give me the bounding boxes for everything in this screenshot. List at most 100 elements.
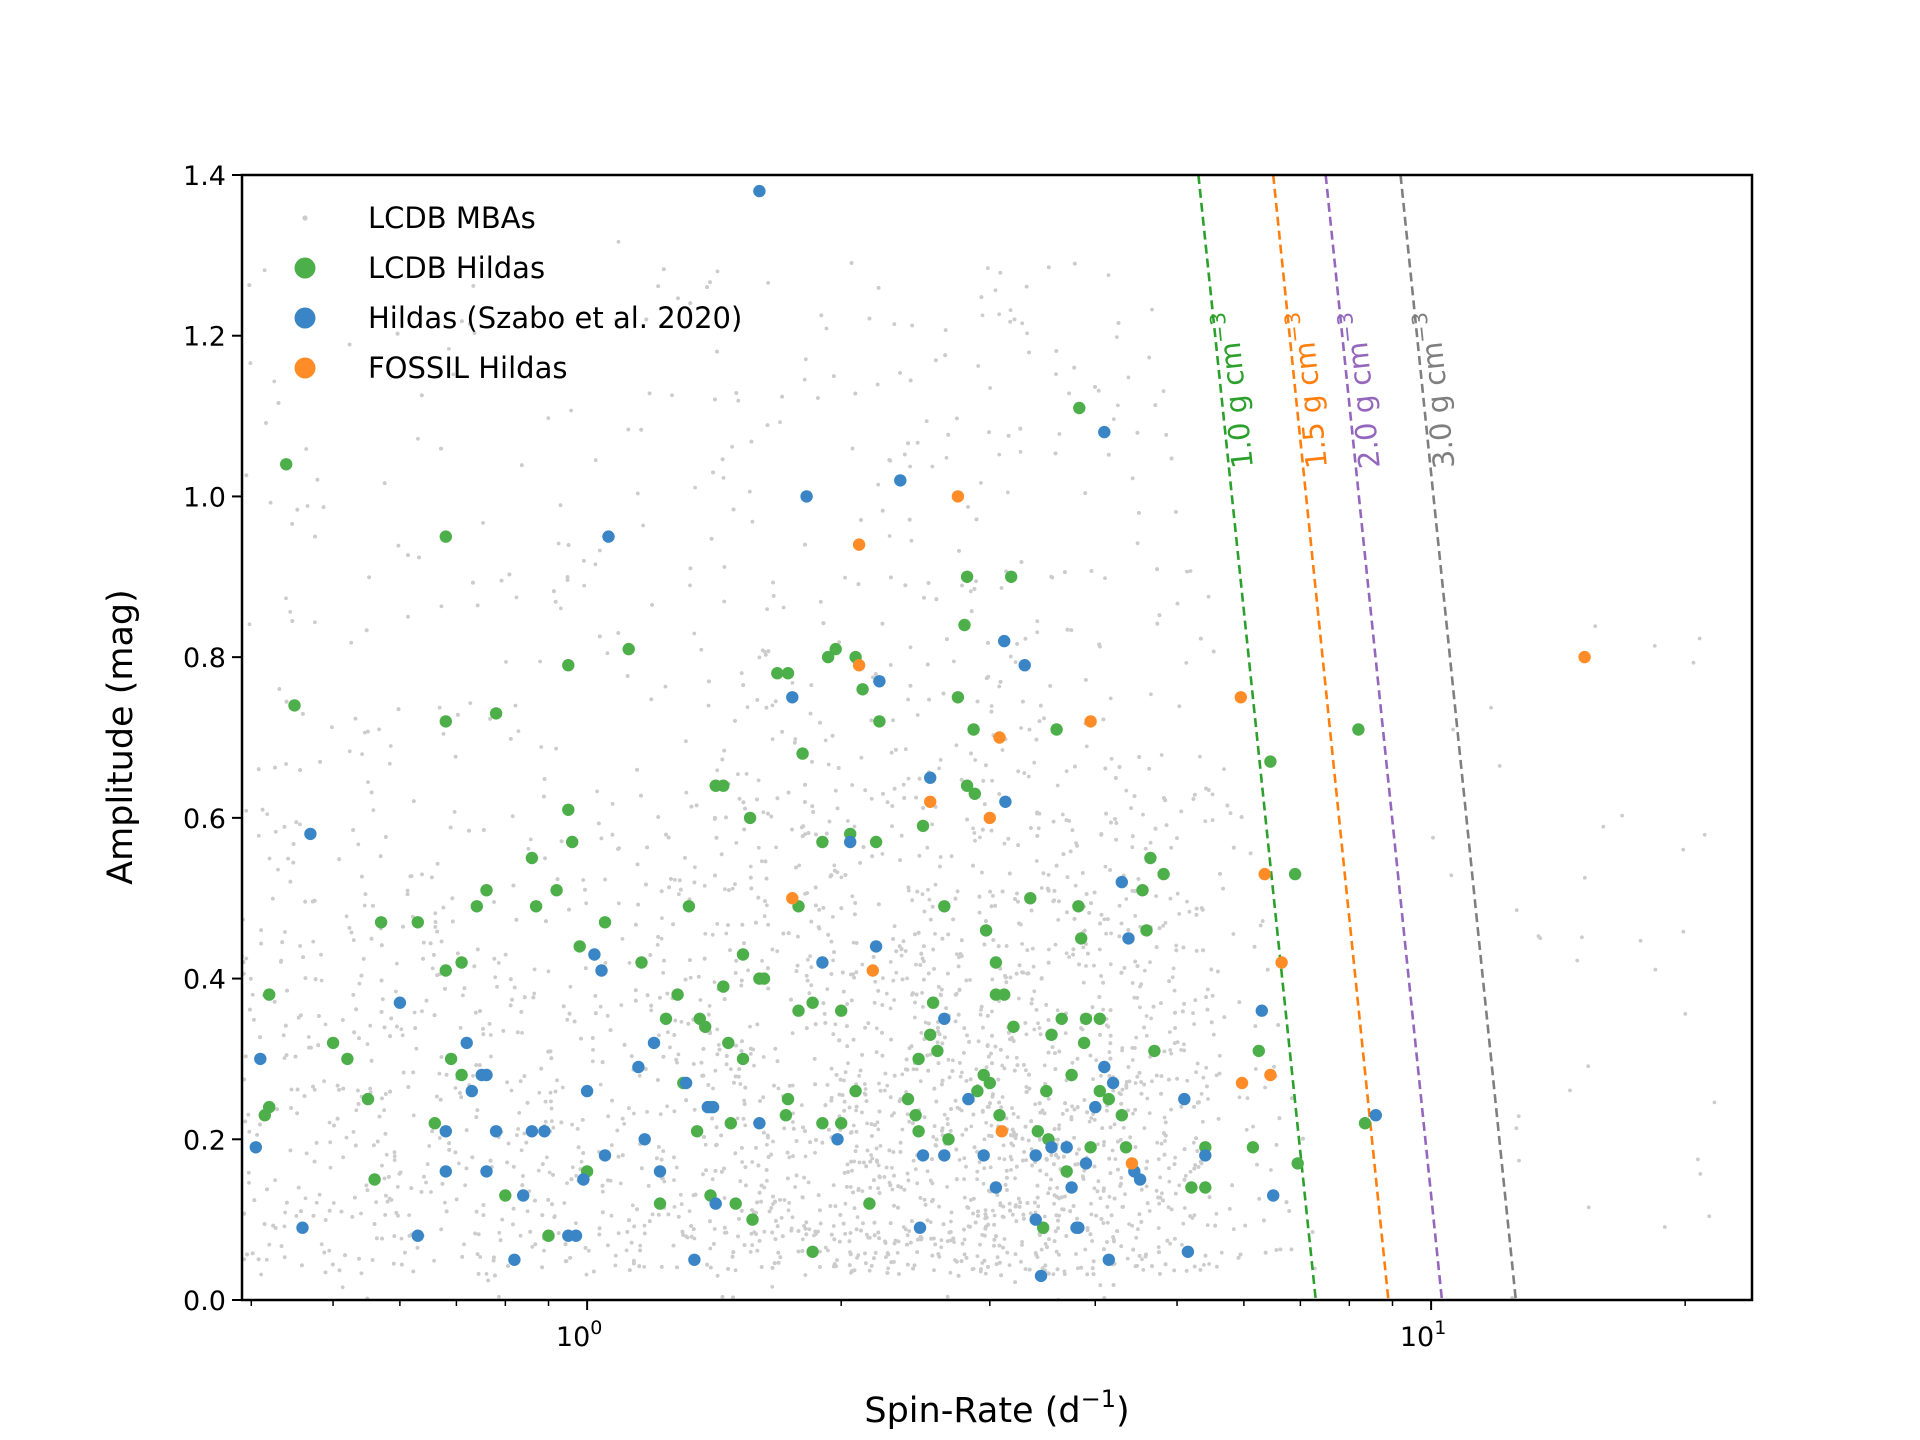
- mba-point: [407, 1213, 411, 1217]
- mba-point: [1070, 828, 1075, 832]
- mba-point: [1056, 1155, 1061, 1160]
- mba-point: [915, 713, 920, 717]
- mba-point: [764, 705, 769, 710]
- mba-point: [1026, 1138, 1031, 1143]
- mba-point: [715, 1273, 720, 1278]
- mba-point: [1079, 1265, 1084, 1270]
- mba-point: [1057, 1049, 1062, 1054]
- mba-point: [558, 606, 563, 611]
- mba-point: [1206, 788, 1211, 792]
- mba-point: [1132, 794, 1137, 798]
- mba-point: [284, 1053, 289, 1057]
- mba-point: [1180, 1009, 1185, 1014]
- mba-point: [1010, 1212, 1015, 1217]
- mba-point: [1106, 273, 1111, 277]
- mba-point: [1145, 1159, 1149, 1164]
- mba-point: [401, 1070, 406, 1075]
- mba-point: [1042, 1111, 1047, 1116]
- mba-point: [745, 705, 750, 710]
- mba-point: [1014, 1219, 1019, 1224]
- mba-point: [771, 594, 776, 598]
- mba-point: [663, 684, 668, 689]
- mba-point: [910, 1219, 914, 1223]
- mba-point: [379, 978, 384, 983]
- mba-point: [845, 1002, 849, 1006]
- mba-point: [736, 1234, 740, 1239]
- mba-point: [957, 955, 961, 960]
- mba-point: [1111, 1088, 1115, 1093]
- mba-point: [1071, 952, 1075, 957]
- mba-point: [706, 1012, 711, 1017]
- mba-point: [430, 966, 435, 971]
- mba-point: [1192, 1105, 1196, 1109]
- mba-point: [1063, 1101, 1067, 1106]
- mba-point: [1011, 1112, 1016, 1116]
- mba-point: [1004, 1116, 1009, 1121]
- mba-point: [964, 1164, 968, 1169]
- mba-point: [1108, 1056, 1113, 1061]
- mba-point: [1173, 1236, 1177, 1241]
- mba-point: [661, 1054, 666, 1059]
- mba-point: [439, 939, 444, 944]
- mba-point: [268, 500, 273, 505]
- mba-point: [686, 1021, 691, 1026]
- mba-point: [383, 1213, 388, 1217]
- mba-point: [1157, 1201, 1162, 1206]
- mba-point: [656, 935, 660, 939]
- mba-point: [672, 1033, 677, 1037]
- mba-point: [1036, 1021, 1040, 1026]
- mba-point: [605, 651, 610, 656]
- mba-point: [632, 1111, 636, 1116]
- mba-point: [1107, 1074, 1112, 1078]
- mba-point: [561, 1004, 566, 1009]
- mba-point: [475, 1108, 480, 1112]
- mba-point: [736, 319, 741, 324]
- mba-point: [284, 596, 288, 601]
- mba-point: [790, 1083, 795, 1088]
- mba-point: [756, 1163, 761, 1168]
- mba-point: [870, 854, 874, 859]
- mba-point: [955, 889, 960, 894]
- mba-point: [463, 1183, 467, 1188]
- mba-point: [1105, 917, 1110, 921]
- mba-point: [911, 1158, 916, 1163]
- mba-point: [248, 1007, 252, 1012]
- mba-point: [770, 1266, 775, 1270]
- mba-point: [509, 1088, 514, 1093]
- mba-point: [818, 1265, 822, 1269]
- mba-point: [518, 1233, 523, 1238]
- mba-point: [1194, 912, 1199, 917]
- mba-point: [860, 1189, 865, 1193]
- mba-point: [295, 1087, 300, 1092]
- mba-point: [566, 543, 571, 547]
- mba-point: [1057, 899, 1061, 904]
- mba-point: [859, 755, 864, 760]
- mba-point: [1014, 1133, 1019, 1137]
- mba-point: [1135, 541, 1140, 546]
- mba-point: [802, 377, 807, 382]
- mba-point: [453, 1086, 458, 1090]
- mba-point: [414, 355, 418, 360]
- mba-point: [810, 804, 815, 809]
- mba-point: [911, 1067, 916, 1072]
- mba-point: [973, 838, 977, 843]
- mba-point: [913, 1167, 918, 1172]
- mba-point: [937, 1204, 941, 1209]
- mba-point: [822, 1012, 827, 1016]
- mba-point: [760, 959, 764, 963]
- mba-point: [748, 1046, 753, 1051]
- mba-point: [891, 1150, 896, 1154]
- mba-point: [416, 436, 420, 441]
- mba-point: [869, 796, 874, 801]
- mba-point: [1070, 1061, 1075, 1065]
- mba-point: [673, 1018, 678, 1023]
- mba-point: [598, 1082, 603, 1087]
- mba-point: [528, 837, 533, 842]
- mba-point: [860, 962, 865, 967]
- mba-point: [1129, 806, 1133, 810]
- mba-point: [743, 806, 747, 811]
- mba-point: [649, 1003, 653, 1008]
- mba-point: [392, 1234, 397, 1238]
- mba-point: [898, 371, 902, 375]
- mba-point: [513, 703, 518, 708]
